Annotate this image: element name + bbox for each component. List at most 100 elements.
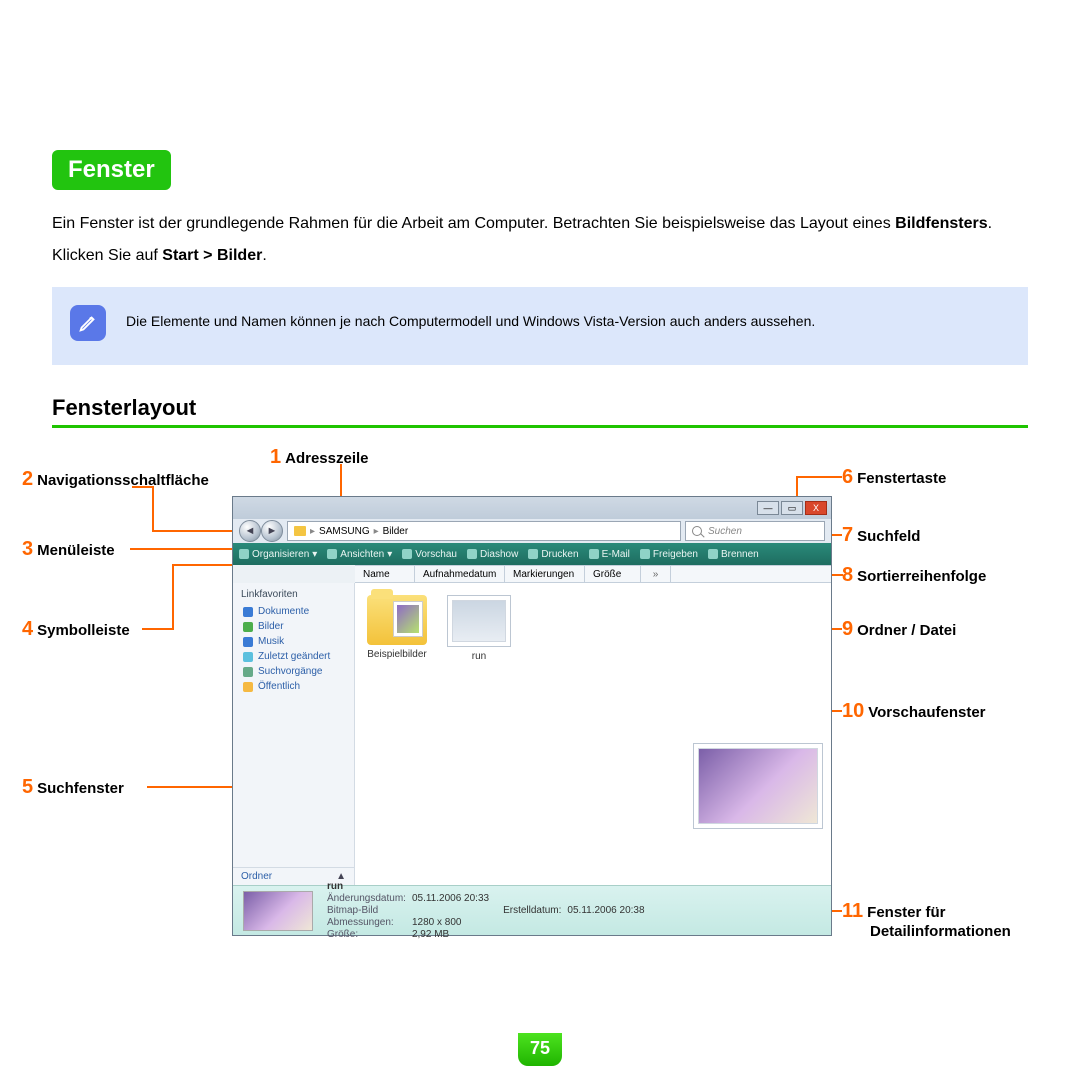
- note-box: Die Elemente und Namen können je nach Co…: [52, 287, 1028, 365]
- annotation-label: Ordner / Datei: [857, 622, 956, 639]
- toolbar-icon: [467, 549, 477, 559]
- toolbar-item[interactable]: Ansichten ▾: [327, 549, 392, 560]
- close-button[interactable]: X: [805, 501, 827, 515]
- toolbar-label: Brennen: [721, 549, 759, 560]
- folder-icon: [294, 526, 306, 536]
- search-input[interactable]: Suchen: [685, 521, 825, 541]
- toolbar-label: Diashow: [480, 549, 518, 560]
- page-section-badge: Fenster: [52, 150, 171, 190]
- toolbar-label: Drucken: [541, 549, 578, 560]
- toolbar-label: Organisieren: [252, 549, 309, 560]
- intro2-text-end: .: [262, 247, 266, 264]
- sidebar-item[interactable]: Suchvorgänge: [233, 664, 354, 679]
- annotation-num: 8: [842, 564, 853, 586]
- window-body: Linkfavoriten Dokumente Bilder Musik Zul…: [233, 583, 831, 885]
- forward-button[interactable]: ►: [261, 520, 283, 542]
- intro-paragraph-1: Ein Fenster ist der grundlegende Rahmen …: [52, 212, 1028, 235]
- back-button[interactable]: ◄: [239, 520, 261, 542]
- intro-paragraph-2: Klicken Sie auf Start > Bilder.: [52, 247, 1028, 265]
- breadcrumb-sep: ▸: [310, 526, 315, 537]
- sidebar-item[interactable]: Dokumente: [233, 604, 354, 619]
- toolbar-item[interactable]: Diashow: [467, 549, 518, 560]
- window-titlebar: — ▭ X: [233, 497, 831, 519]
- toolbar-item[interactable]: E-Mail: [589, 549, 630, 560]
- toolbar-item[interactable]: Brennen: [708, 549, 759, 560]
- toolbar-icon: [640, 549, 650, 559]
- column-header[interactable]: Größe: [585, 566, 641, 582]
- search-placeholder: Suchen: [708, 526, 742, 537]
- thumb-label: run: [472, 651, 486, 662]
- toolbar-item[interactable]: Freigeben: [640, 549, 698, 560]
- details-thumbnail: [243, 891, 313, 931]
- intro-bold: Bildfensters: [895, 215, 987, 232]
- annotation-num: 1: [270, 446, 281, 468]
- toolbar-icon: [589, 549, 599, 559]
- toolbar-item[interactable]: Organisieren ▾: [239, 549, 317, 560]
- annotation-num: 11: [842, 900, 863, 922]
- sidebar-item[interactable]: Bilder: [233, 619, 354, 634]
- folders-label: Ordner: [241, 871, 272, 882]
- folder-thumb[interactable]: Beispielbilder: [367, 595, 427, 660]
- toolbar-label: Vorschau: [415, 549, 457, 560]
- annotation-2: 2Navigationsschaltfläche: [22, 468, 209, 491]
- annotation-label: Fenster für: [867, 904, 945, 921]
- sidebar-item-icon: [243, 607, 253, 617]
- pencil-icon: [70, 305, 106, 341]
- column-more[interactable]: »: [641, 566, 671, 582]
- annotation-num: 2: [22, 468, 33, 490]
- note-text: Die Elemente und Namen können je nach Co…: [126, 305, 815, 329]
- annotation-label: Vorschaufenster: [868, 704, 985, 721]
- sidebar-item-label: Dokumente: [258, 606, 309, 617]
- toolbar-label: E-Mail: [602, 549, 630, 560]
- sidebar-item-label: Bilder: [258, 621, 284, 632]
- breadcrumb-sep: ▸: [374, 526, 379, 537]
- annotation-label: Adresszeile: [285, 450, 368, 467]
- toolbar-label: Ansichten: [340, 549, 384, 560]
- annotation-8: 8Sortierreihenfolge: [842, 564, 986, 587]
- file-thumb[interactable]: run: [447, 595, 511, 662]
- breadcrumb-part: SAMSUNG: [319, 526, 370, 537]
- annotation-1: 1Adresszeile: [270, 446, 369, 469]
- toolbar-icon: [402, 549, 412, 559]
- column-header[interactable]: Markierungen: [505, 566, 585, 582]
- sidebar-item[interactable]: Öffentlich: [233, 679, 354, 694]
- thumb-label: Beispielbilder: [367, 649, 426, 660]
- column-header[interactable]: Name: [355, 566, 415, 582]
- annotation-6: 6Fenstertaste: [842, 466, 946, 489]
- annotation-3: 3Menüleiste: [22, 538, 115, 561]
- annotation-num: 4: [22, 618, 33, 640]
- intro-text-end: .: [988, 215, 992, 232]
- section-title: Fensterlayout: [52, 395, 1028, 421]
- annotation-label: Suchfenster: [37, 780, 124, 797]
- preview-image: [698, 748, 818, 824]
- annotation-5: 5Suchfenster: [22, 776, 124, 799]
- page-number: 75: [518, 1033, 562, 1066]
- section-rule: [52, 425, 1028, 428]
- sidebar-item-icon: [243, 622, 253, 632]
- image-icon: [447, 595, 511, 647]
- search-icon: [692, 526, 702, 536]
- toolbar-item[interactable]: Drucken: [528, 549, 578, 560]
- toolbar-icon: [327, 549, 337, 559]
- toolbar: Organisieren ▾ Ansichten ▾ Vorschau Dias…: [233, 543, 831, 565]
- annotated-diagram: 1Adresszeile 2Navigationsschaltfläche 3M…: [52, 446, 1028, 966]
- folder-icon: [367, 595, 427, 645]
- sidebar-item-icon: [243, 637, 253, 647]
- details-key: Bitmap-Bild: [327, 905, 406, 916]
- intro-text: Ein Fenster ist der grundlegende Rahmen …: [52, 215, 895, 232]
- annotation-num: 10: [842, 700, 864, 722]
- sidebar-item-label: Suchvorgänge: [258, 666, 323, 677]
- sidebar-item[interactable]: Musik: [233, 634, 354, 649]
- annotation-label: Symbolleiste: [37, 622, 130, 639]
- annotation-7: 7Suchfeld: [842, 524, 920, 547]
- minimize-button[interactable]: —: [757, 501, 779, 515]
- maximize-button[interactable]: ▭: [781, 501, 803, 515]
- address-bar[interactable]: ▸ SAMSUNG ▸ Bilder: [287, 521, 681, 541]
- annotation-label: Menüleiste: [37, 542, 115, 559]
- details-value: 1280 x 800: [412, 917, 489, 928]
- column-header[interactable]: Aufnahmedatum: [415, 566, 505, 582]
- annotation-9: 9Ordner / Datei: [842, 618, 956, 641]
- connector: [172, 564, 174, 630]
- toolbar-item[interactable]: Vorschau: [402, 549, 457, 560]
- sidebar-item[interactable]: Zuletzt geändert: [233, 649, 354, 664]
